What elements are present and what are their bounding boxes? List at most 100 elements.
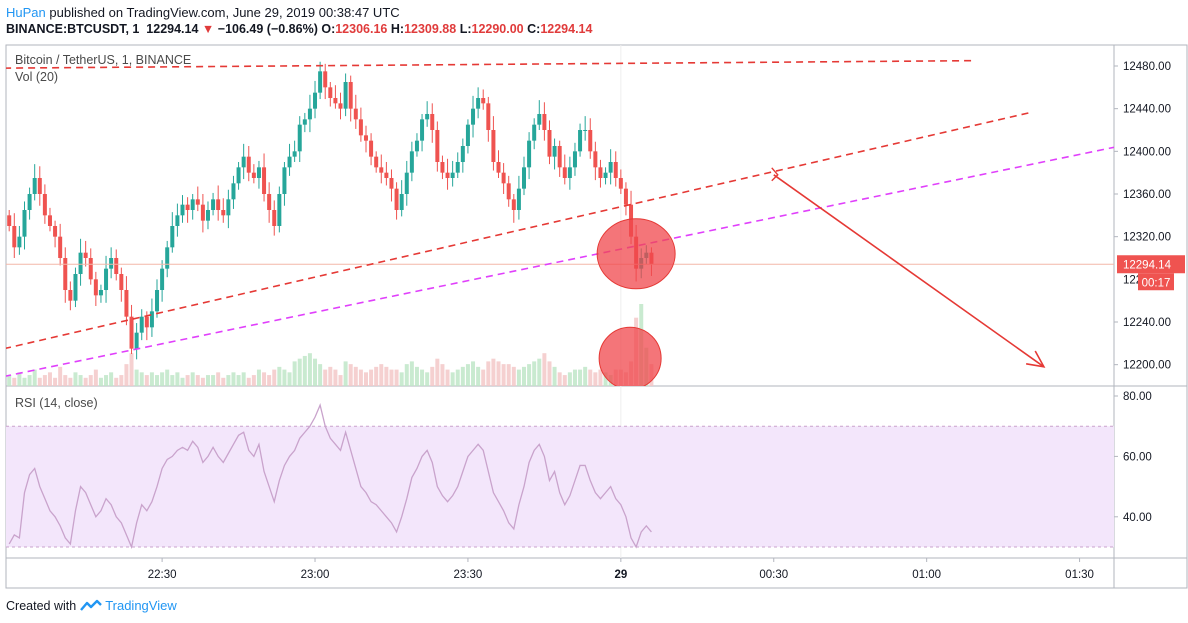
volume-bar [481,369,486,386]
volume-bar [572,369,577,386]
volume-bar [328,366,333,386]
instrument-legend[interactable]: Bitcoin / TetherUS, 1, BINANCE [15,53,192,67]
volume-bar [353,366,358,386]
volume-bar [83,377,88,386]
publish-info: published on TradingView.com, June 29, 2… [49,5,400,20]
volume-bar [236,375,241,386]
rsi-tick-label: 80.00 [1123,391,1152,403]
candle [486,103,491,130]
volume-bar [68,377,73,386]
candle [389,178,394,189]
candle [414,140,419,152]
volume-bar [190,372,195,386]
price-tick-label: 12400.00 [1123,146,1171,158]
author-name[interactable]: HuPan [6,5,46,20]
volume-bar [338,375,343,386]
time-tick-label: 22:30 [148,569,177,581]
publish-line: HuPan published on TradingView.com, June… [6,5,400,20]
red-trendline [6,112,1029,350]
rsi-legend[interactable]: RSI (14, close) [15,396,98,410]
candle [134,332,139,349]
candle [180,204,185,216]
volume-bar [195,375,200,386]
volume-bar [404,364,409,386]
volume-bar [149,372,154,386]
volume-bar [603,372,608,386]
tradingview-brand[interactable]: TradingView [105,598,177,613]
candle [68,290,73,301]
rsi-tick-label: 40.00 [1123,512,1152,524]
volume-bar [369,369,374,386]
candle [221,210,226,216]
arrow-tail [771,167,779,182]
candle [578,130,583,152]
volume-bar [124,364,129,386]
rsi-axis: 40.00 60.00 80.00 [1114,391,1152,524]
candle [588,130,593,152]
candle [613,162,618,178]
candle-series [7,61,654,360]
low-value: 12290.00 [471,22,524,36]
last-price-badge-bg [1117,255,1185,274]
volume-bar [537,358,542,386]
candle [139,316,144,333]
volume-bar [205,375,210,386]
candle [358,119,363,136]
candle [63,258,68,290]
volume-bar [307,353,312,386]
candle [333,98,338,104]
candle [608,162,613,173]
candle [27,194,32,210]
volume-bar [379,364,384,386]
volume-bar [460,366,465,386]
last-price: 12294.14 [146,22,199,36]
candle [277,194,282,226]
price-tick-label: 12240.00 [1123,317,1171,329]
candle [562,167,567,178]
candle [593,151,598,168]
volume-bar [180,377,185,386]
volume-bar [532,361,537,386]
volume-bar [445,369,450,386]
candle [104,268,109,290]
candle [343,82,348,109]
candle [435,130,440,162]
rsi-band [6,426,1114,547]
time-tick-label: 23:30 [454,569,483,581]
volume-bar [32,369,37,386]
volume-bar [241,372,246,386]
created-with-label: Created with [6,598,77,613]
candle [404,172,409,194]
candle [384,172,389,178]
candle [98,290,103,296]
candle [501,172,506,184]
candle [369,140,374,157]
candle [460,146,465,162]
candle [73,274,78,301]
volume-bar [292,361,297,386]
arrow-head [1026,350,1046,368]
candle [374,156,379,168]
volume-bar [12,377,17,386]
volume-bar [313,358,318,386]
candle [420,119,425,141]
candle [583,130,588,131]
candle [399,194,404,210]
candle [318,71,323,93]
volume-bar [511,366,516,386]
candle [246,156,251,173]
volume-bar [491,358,496,386]
last-price-badge-value: 12294.14 [1123,259,1172,271]
tradingview-logo-icon [80,599,103,611]
volume-bar [42,375,47,386]
volume-legend[interactable]: Vol (20) [15,70,59,84]
volume-bar [425,372,430,386]
volume-bar [251,375,256,386]
candle [205,210,210,221]
candle [165,247,170,269]
candle [226,199,231,216]
volume-bar [297,358,302,386]
open-label: O: [321,22,336,36]
candle [78,252,83,274]
